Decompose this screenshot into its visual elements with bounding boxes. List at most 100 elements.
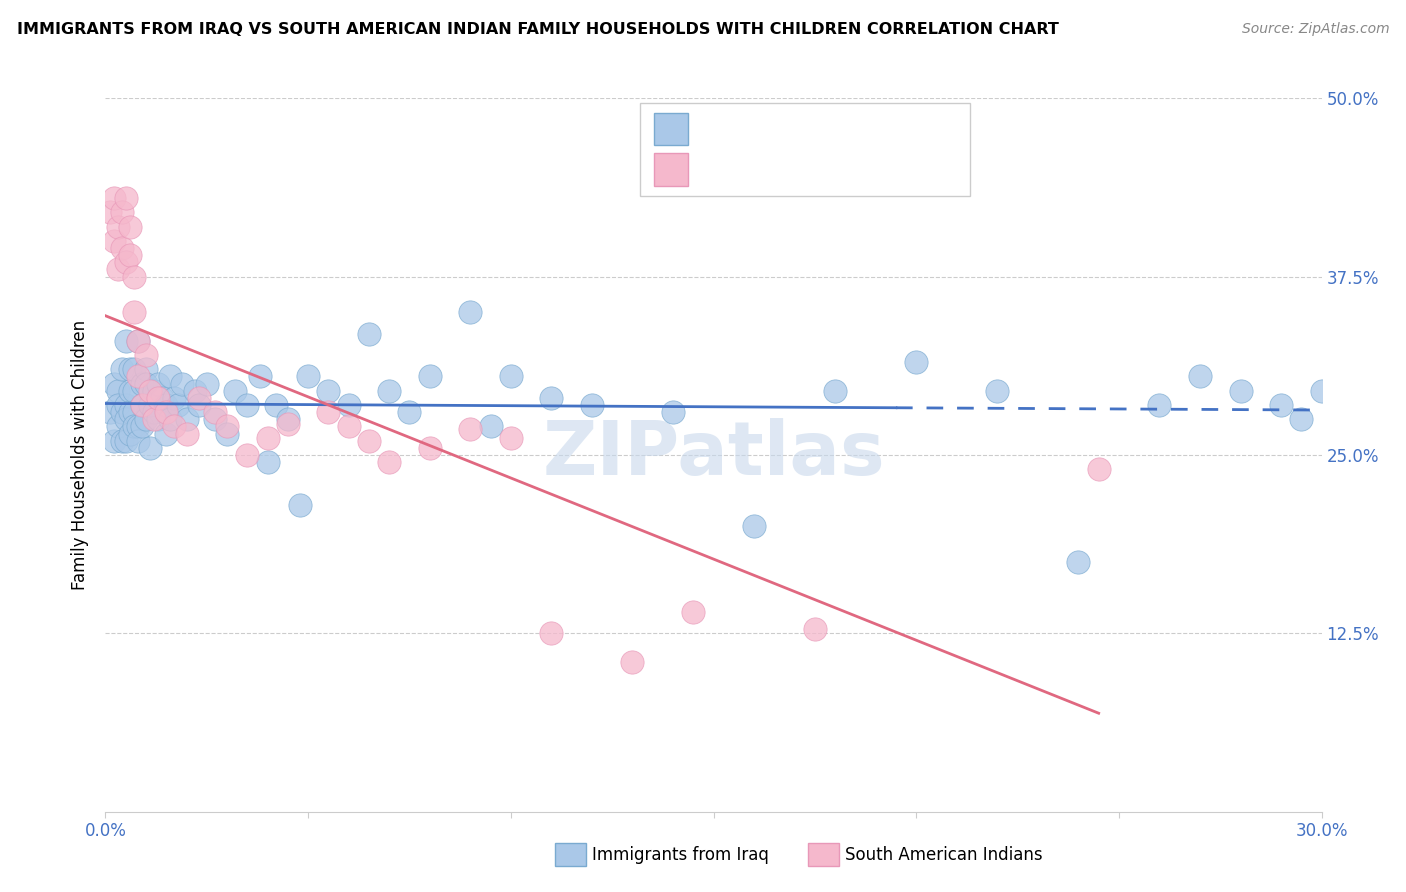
Y-axis label: Family Households with Children: Family Households with Children [72, 320, 90, 590]
Point [122, 405, 145, 419]
Point [986, 384, 1008, 398]
Point [135, 376, 157, 391]
Point [107, 219, 129, 234]
Point [357, 326, 380, 341]
Point [114, 398, 136, 412]
Point [159, 412, 181, 426]
Point [804, 622, 827, 636]
Point [398, 405, 420, 419]
Point [111, 241, 134, 255]
Point [118, 405, 141, 419]
Text: South American Indians: South American Indians [845, 846, 1043, 863]
Point [111, 362, 134, 376]
Point [107, 398, 129, 412]
Point [378, 455, 401, 469]
Point [824, 384, 846, 398]
Point [249, 369, 271, 384]
Point [167, 398, 190, 412]
Point [127, 419, 149, 434]
Point [318, 384, 340, 398]
Point [143, 384, 166, 398]
Point [118, 426, 141, 441]
Point [135, 362, 157, 376]
Point [131, 398, 153, 412]
Point [297, 369, 319, 384]
Point [264, 398, 287, 412]
Text: Immigrants from Iraq: Immigrants from Iraq [592, 846, 769, 863]
Point [107, 419, 129, 434]
Point [236, 398, 259, 412]
Text: R =: R = [699, 161, 733, 178]
Point [187, 391, 209, 405]
Point [378, 384, 401, 398]
Text: R =: R = [699, 120, 733, 138]
Point [277, 417, 299, 431]
Point [122, 384, 145, 398]
Point [172, 376, 194, 391]
Text: N =: N = [818, 161, 852, 178]
Point [98, 205, 121, 219]
Point [103, 234, 125, 248]
Point [217, 426, 239, 441]
Point [621, 655, 644, 669]
Text: IMMIGRANTS FROM IRAQ VS SOUTH AMERICAN INDIAN FAMILY HOUSEHOLDS WITH CHILDREN CO: IMMIGRANTS FROM IRAQ VS SOUTH AMERICAN I… [17, 22, 1059, 37]
Point [163, 391, 186, 405]
Point [337, 398, 360, 412]
Point [195, 376, 218, 391]
Point [127, 334, 149, 348]
Point [122, 305, 145, 319]
Point [1351, 384, 1374, 398]
Point [540, 626, 562, 640]
Point [131, 376, 153, 391]
Point [114, 334, 136, 348]
Point [540, 391, 562, 405]
Point [1270, 398, 1292, 412]
Point [111, 205, 134, 219]
Point [204, 405, 226, 419]
Point [187, 398, 209, 412]
Point [183, 384, 205, 398]
Point [499, 369, 522, 384]
Point [581, 398, 603, 412]
Point [118, 219, 141, 234]
Point [479, 419, 502, 434]
Point [236, 448, 259, 462]
Point [127, 434, 149, 448]
Point [176, 426, 198, 441]
Point [905, 355, 928, 369]
Point [114, 434, 136, 448]
Point [127, 334, 149, 348]
Point [1067, 555, 1090, 569]
Point [107, 262, 129, 277]
Text: 0.020: 0.020 [741, 120, 792, 138]
Point [107, 384, 129, 398]
Point [204, 412, 226, 426]
Text: ZIPatlas: ZIPatlas [543, 418, 884, 491]
Text: -0.273: -0.273 [741, 161, 799, 178]
Text: Source: ZipAtlas.com: Source: ZipAtlas.com [1241, 22, 1389, 37]
Point [146, 412, 169, 426]
Point [111, 405, 134, 419]
Point [127, 369, 149, 384]
Point [139, 384, 162, 398]
Point [114, 412, 136, 426]
Point [277, 412, 299, 426]
Point [135, 348, 157, 362]
Point [256, 431, 278, 445]
Point [224, 384, 246, 398]
Point [1149, 398, 1171, 412]
Point [419, 441, 441, 455]
Point [1087, 462, 1109, 476]
Point [176, 412, 198, 426]
Point [458, 305, 481, 319]
Point [98, 405, 121, 419]
Point [1291, 412, 1313, 426]
Point [122, 269, 145, 284]
Point [357, 434, 380, 448]
Point [217, 419, 239, 434]
Point [150, 391, 173, 405]
Point [122, 419, 145, 434]
Point [1330, 398, 1353, 412]
Point [146, 376, 169, 391]
Point [143, 412, 166, 426]
